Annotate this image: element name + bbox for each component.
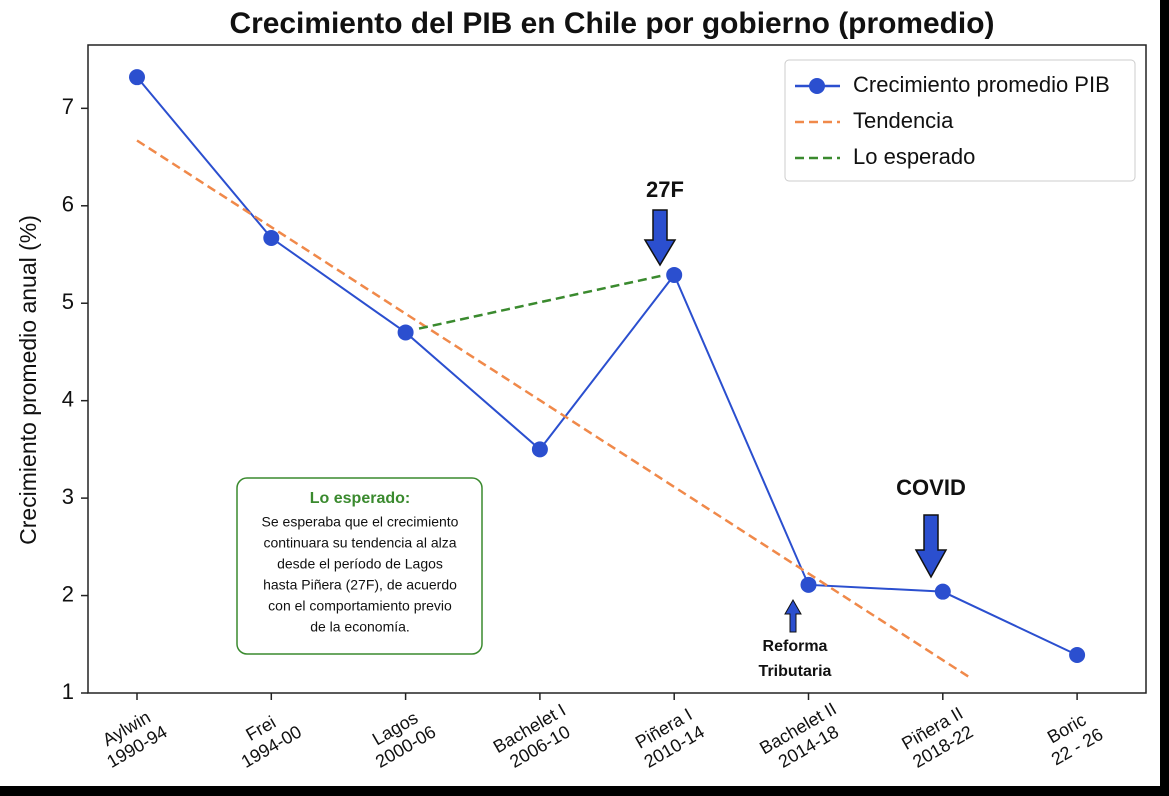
legend-entries: Crecimiento promedio PIB Tendencia Lo espe… (795, 72, 1110, 169)
note-line: desde el período de Lagos (277, 556, 443, 572)
legend-label: Lo esperado (853, 144, 975, 169)
note-title: Lo esperado: (310, 490, 410, 507)
annotation-covid: COVID (896, 475, 966, 500)
legend (784, 59, 1136, 182)
y-axis-label: Crecimiento promedio anual (%) (15, 215, 41, 545)
data-point (934, 583, 951, 600)
y-tick-label: 1 (62, 679, 74, 704)
annotation-27f: 27F (646, 177, 684, 202)
y-tick-label: 5 (62, 289, 74, 314)
note-line: hasta Piñera (27F), de acuerdo (263, 577, 457, 593)
y-tick-label: 6 (62, 192, 74, 217)
note-body: Se esperaba que el crecimiento continuara… (262, 514, 459, 635)
legend-label: Crecimiento promedio PIB (853, 72, 1110, 97)
note-line: continuara su tendencia al alza (263, 535, 456, 551)
note-line: con el comportamiento previo (268, 598, 452, 614)
data-point (397, 324, 414, 341)
y-tick-label: 7 (62, 94, 74, 119)
data-point (800, 576, 817, 593)
y-tick-label: 3 (62, 484, 74, 509)
data-line (136, 76, 1078, 656)
chart-title: Crecimiento del PIB en Chile por gobiern… (230, 7, 995, 40)
note-box (236, 477, 483, 655)
note-line: de la economía. (310, 619, 410, 635)
plot-frame (87, 44, 1147, 694)
data-point (666, 266, 683, 283)
data-point (129, 69, 145, 86)
arrow-reforma (784, 598, 802, 633)
arrow-covid (914, 514, 948, 579)
data-point (1069, 646, 1086, 663)
legend-marker (809, 78, 825, 94)
y-tick-label: 2 (62, 581, 74, 606)
legend-label: Tendencia (853, 108, 954, 133)
data-point (531, 441, 548, 458)
dashed-line (136, 139, 971, 679)
annotation-reforma: Tributaria (759, 663, 832, 680)
y-tick-label: 4 (62, 386, 74, 411)
note-line: Se esperaba que el crecimiento (262, 514, 459, 530)
data-point (263, 229, 280, 246)
arrow-27f (643, 209, 677, 267)
annotation-reforma: Reforma (763, 638, 828, 655)
